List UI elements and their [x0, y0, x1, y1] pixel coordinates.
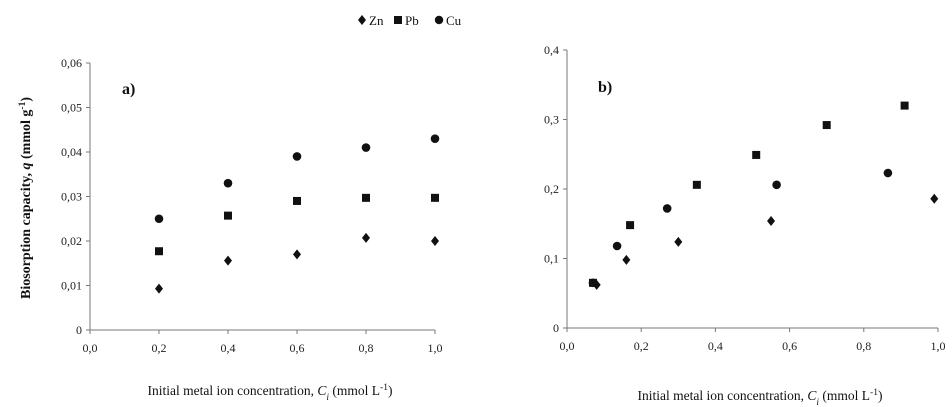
x-tick-label-a: 0,2 — [152, 341, 167, 355]
y-tick-label-b: 0 — [553, 321, 559, 335]
data-point-zn-b — [930, 193, 939, 204]
data-point-zn-b — [767, 215, 776, 226]
x-tick-label-a: 0,6 — [290, 341, 305, 355]
legend-label-cu: Cu — [446, 13, 462, 28]
y-tick-label-a: 0,02 — [61, 234, 82, 248]
legend-label-zn: Zn — [369, 13, 384, 28]
legend-marker-pb — [394, 16, 402, 24]
data-point-zn-a — [224, 255, 232, 266]
data-point-zn-a — [362, 232, 370, 243]
data-point-cu-b — [662, 204, 672, 213]
data-point-pb-b — [692, 180, 701, 189]
data-point-cu-b — [588, 278, 598, 288]
data-point-zn-a — [431, 236, 439, 246]
data-points-b — [588, 101, 939, 290]
data-points-a — [154, 134, 440, 294]
data-point-pb-b — [822, 121, 831, 130]
data-point-cu-b — [883, 168, 893, 178]
y-tick-label-b: 0,2 — [544, 182, 559, 196]
x-axis-label-a: Initial metal ion concentration, Ci (mmo… — [148, 383, 393, 403]
data-point-zn-b — [622, 254, 631, 265]
data-point-zn-b — [674, 236, 683, 247]
legend-marker-zn — [358, 15, 366, 25]
data-point-pb-b — [626, 221, 635, 230]
x-tick-label-a: 0,0 — [83, 341, 98, 355]
chart-panel-a: 0 0,01 0,02 0,03 0,04 0,05 0,06 0,0 0,2 0,4 0,6 0,8… — [61, 56, 443, 403]
data-point-cu-a — [292, 152, 302, 161]
data-point-cu-b — [772, 180, 781, 190]
axes-b — [563, 49, 939, 332]
x-tick-label-b: 0,6 — [782, 339, 797, 353]
axes-a — [86, 62, 436, 334]
y-tick-label-b: 0,3 — [544, 113, 559, 127]
data-point-pb-a — [293, 196, 301, 205]
legend-marker-cu — [434, 15, 444, 25]
data-point-cu-a — [154, 214, 164, 224]
data-point-pb-b — [900, 101, 909, 110]
x-tick-label-b: 0,8 — [856, 339, 871, 353]
data-point-cu-a — [430, 134, 440, 143]
tick-labels-b: 0 0,1 0,2 0,3 0,4 0,0 0,2 0,4 0,6 0,8 1,0 — [544, 43, 946, 353]
data-point-pb-a — [155, 247, 163, 256]
y-axis-label: Biosorption capacity, q (mmol g-1) — [18, 97, 34, 299]
tick-labels-a: 0 0,01 0,02 0,03 0,04 0,05 0,06 0,0 0,2 0,4 0,6 0,8… — [61, 56, 443, 355]
y-tick-label-a: 0,05 — [61, 101, 82, 115]
x-tick-label-a: 1,0 — [428, 341, 443, 355]
data-point-pb-a — [362, 193, 370, 202]
legend: Zn Pb Cu — [358, 13, 462, 28]
data-point-cu-a — [361, 143, 371, 152]
data-point-zn-a — [155, 283, 163, 294]
chart-panel-b: 0 0,1 0,2 0,3 0,4 0,0 0,2 0,4 0,6 0,8 1,0 b) Initi… — [544, 43, 946, 407]
y-tick-label-a: 0,06 — [61, 56, 82, 70]
data-point-zn-a — [293, 249, 301, 260]
y-tick-label-a: 0,03 — [61, 190, 82, 204]
y-tick-label-a: 0,04 — [61, 145, 82, 159]
y-tick-label-a: 0,01 — [61, 279, 82, 293]
data-point-pb-b — [752, 150, 761, 159]
x-tick-label-b: 0,4 — [708, 339, 723, 353]
x-tick-label-b: 0,2 — [634, 339, 649, 353]
x-axis-label-b: Initial metal ion concentration, Ci (mmo… — [638, 388, 883, 407]
data-point-pb-a — [224, 211, 232, 220]
x-tick-label-a: 0,4 — [221, 341, 236, 355]
x-tick-label-b: 1,0 — [931, 339, 946, 353]
y-tick-label-b: 0,1 — [544, 252, 559, 266]
panel-label-b: b) — [598, 79, 612, 96]
legend-label-pb: Pb — [405, 13, 419, 28]
panel-label-a: a) — [122, 81, 135, 98]
data-point-cu-b — [612, 241, 622, 251]
data-point-pb-a — [431, 193, 439, 202]
y-tick-label-b: 0,4 — [544, 43, 559, 57]
x-tick-label-a: 0,8 — [359, 341, 374, 355]
y-tick-label-a: 0 — [76, 323, 82, 337]
data-point-cu-a — [223, 178, 233, 188]
x-tick-label-b: 0,0 — [560, 339, 575, 353]
